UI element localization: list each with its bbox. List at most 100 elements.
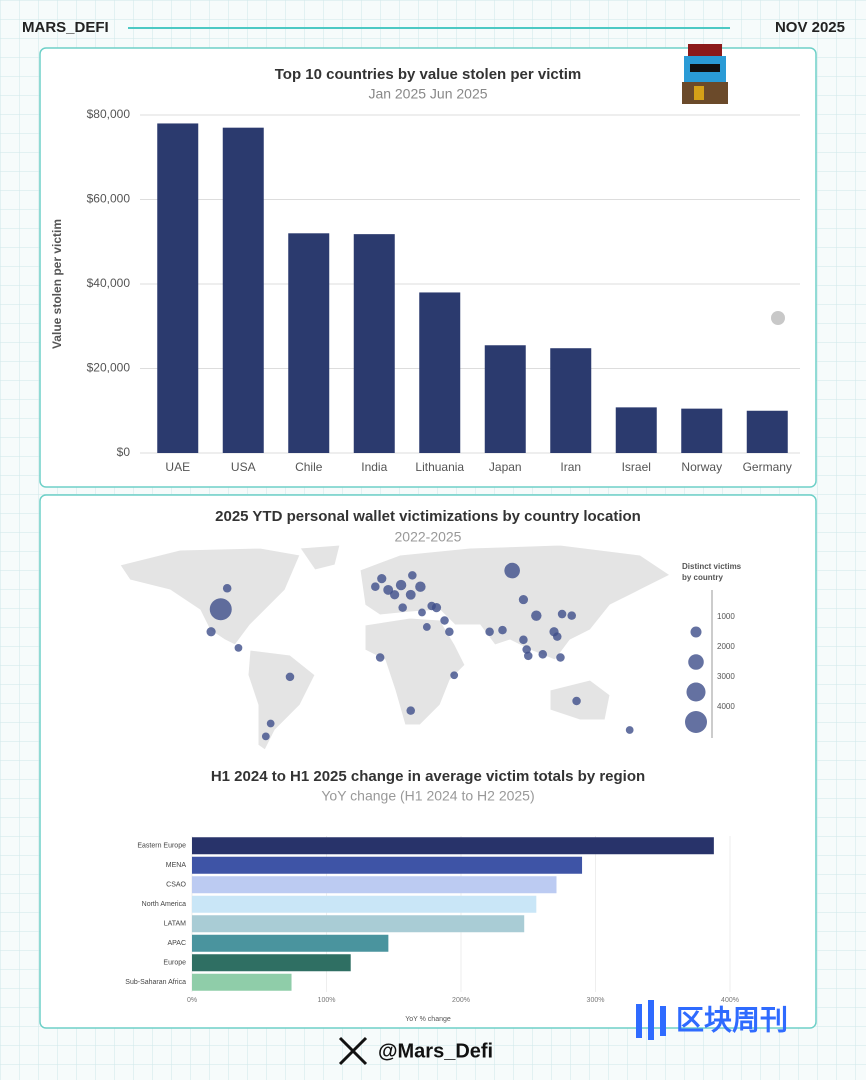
brand: MARS_DEFI: [22, 19, 109, 36]
footer-handle: @Mars_Defi: [378, 1040, 493, 1062]
y-tick-label: Eastern Europe: [137, 843, 186, 850]
chart-subtitle: Jan 2025 Jun 2025: [368, 86, 487, 102]
x-tick-label: Lithuania: [415, 460, 464, 474]
avatar: [682, 44, 728, 104]
x-tick-label: 400%: [721, 997, 739, 1004]
y-tick-label: $80,000: [87, 107, 131, 121]
bar: [192, 954, 351, 972]
bubble: [572, 696, 581, 706]
decoration: [771, 311, 785, 325]
bubble: [625, 726, 634, 734]
bubble: [371, 582, 380, 591]
bubble: [518, 594, 529, 605]
bar: [157, 123, 199, 453]
bubble: [422, 623, 431, 631]
x-tick-label: Iran: [560, 460, 581, 474]
bubble: [383, 584, 394, 595]
bar: [419, 292, 461, 453]
legend-label: 4000: [717, 702, 735, 711]
bubble: [485, 627, 494, 637]
y-tick-label: LATAM: [164, 921, 186, 928]
bubble: [498, 625, 507, 635]
chart-title: H1 2024 to H1 2025 change in average vic…: [211, 768, 645, 785]
y-tick-label: $60,000: [87, 192, 131, 206]
bubble: [261, 732, 270, 741]
bubble: [375, 653, 385, 662]
bubble: [222, 584, 232, 593]
x-tick-label: 0%: [187, 997, 197, 1004]
legend-label: 2000: [717, 642, 735, 651]
bar: [192, 895, 537, 913]
bubble: [440, 616, 449, 625]
bubble: [209, 598, 232, 621]
watermark-logo: [636, 1000, 666, 1040]
legend-title: by country: [682, 573, 723, 582]
bubble: [504, 562, 520, 579]
x-tick-label: Chile: [295, 460, 323, 474]
bubble: [266, 719, 275, 728]
x-logo: [338, 1036, 368, 1066]
bar: [192, 837, 714, 855]
bubble: [405, 589, 416, 600]
x-tick-label: USA: [231, 460, 256, 474]
bubble: [390, 590, 400, 600]
bubble: [557, 609, 567, 619]
x-tick-label: India: [361, 460, 387, 474]
bar: [746, 410, 788, 453]
bar: [192, 934, 389, 952]
chart-subtitle: 2022-2025: [395, 529, 462, 545]
bubble: [523, 651, 533, 661]
bubble: [395, 579, 407, 591]
chart-title: 2025 YTD personal wallet victimizations …: [215, 508, 641, 525]
bubble: [418, 608, 426, 617]
bar: [288, 233, 330, 453]
x-tick-label: 200%: [452, 997, 470, 1004]
bar: [192, 915, 525, 933]
legend-bubble: [685, 711, 707, 733]
bar: [192, 876, 557, 894]
chart-subtitle: YoY change (H1 2024 to H2 2025): [321, 788, 534, 804]
bubble: [377, 574, 387, 584]
bubble: [531, 610, 542, 621]
bar: [484, 345, 526, 453]
bar: [222, 127, 264, 454]
x-tick-label: Israel: [622, 460, 651, 474]
bubble: [450, 671, 459, 680]
bubble: [406, 706, 415, 715]
legend-label: 3000: [717, 672, 735, 681]
x-tick-label: UAE: [165, 460, 190, 474]
x-tick-label: Germany: [743, 460, 792, 474]
bubble: [522, 645, 531, 654]
bubble: [234, 643, 243, 652]
bubble: [567, 611, 576, 620]
bar: [192, 973, 292, 991]
date: NOV 2025: [775, 19, 845, 36]
bubble: [519, 635, 528, 645]
x-tick-label: 300%: [587, 997, 605, 1004]
y-tick-label: North America: [142, 901, 186, 908]
legend-bubble: [688, 654, 704, 670]
y-tick-label: Sub-Saharan Africa: [125, 979, 186, 986]
bubble: [445, 627, 454, 637]
y-tick-label: $0: [117, 445, 131, 459]
y-tick-label: APAC: [167, 940, 186, 947]
bar: [615, 407, 657, 453]
bubble: [538, 650, 548, 659]
bubble: [285, 672, 295, 682]
bubble: [408, 571, 417, 580]
y-tick-label: Europe: [163, 960, 186, 967]
watermark: 区块周刊: [676, 1004, 788, 1035]
bubble: [431, 603, 442, 613]
bubble: [398, 603, 407, 612]
bubble: [206, 627, 216, 637]
legend-title: Distinct victims: [682, 562, 742, 571]
legend-bubble: [686, 682, 706, 702]
legend-bubble: [690, 626, 702, 638]
y-tick-label: $20,000: [87, 361, 131, 375]
bar: [681, 408, 723, 453]
legend-label: 1000: [717, 612, 735, 621]
x-tick-label: Norway: [681, 460, 722, 474]
x-tick-label: Japan: [489, 460, 522, 474]
